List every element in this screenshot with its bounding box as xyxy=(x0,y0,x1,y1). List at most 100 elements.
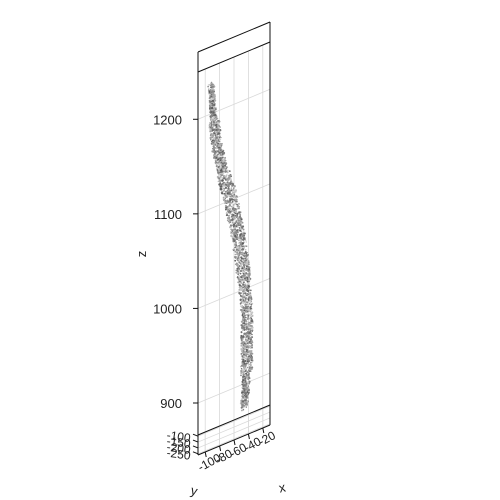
cloud-point xyxy=(243,326,246,329)
cloud-point xyxy=(242,325,245,327)
cloud-point xyxy=(248,308,250,311)
cloud-point xyxy=(249,295,253,298)
point-cloud xyxy=(207,81,254,412)
cloud-point xyxy=(213,107,216,109)
cloud-point xyxy=(247,397,249,399)
cloud-point xyxy=(232,228,235,231)
cloud-point xyxy=(218,179,222,183)
cloud-point xyxy=(242,400,244,403)
cloud-point xyxy=(242,347,245,350)
cloud-point xyxy=(216,169,219,171)
cloud-point xyxy=(226,177,229,180)
cloud-point xyxy=(242,283,245,286)
cloud-point xyxy=(225,160,227,162)
cloud-point xyxy=(210,121,212,123)
cloud-point xyxy=(244,300,248,303)
cloud-point xyxy=(243,389,246,392)
cloud-point xyxy=(244,364,247,367)
cloud-point xyxy=(218,174,220,176)
cloud-point xyxy=(228,189,231,192)
cloud-point xyxy=(218,177,221,180)
cloud-point xyxy=(227,214,230,217)
cloud-point xyxy=(223,168,226,172)
cloud-point xyxy=(242,364,244,367)
cloud-point xyxy=(241,380,244,383)
cloud-point xyxy=(248,279,251,282)
cloud-point xyxy=(242,391,244,393)
cloud-point xyxy=(248,276,250,278)
cloud-point xyxy=(215,157,217,160)
gridline-floor-y xyxy=(197,423,271,455)
cloud-point xyxy=(249,289,252,292)
cloud-point xyxy=(246,394,248,396)
cloud-point xyxy=(250,357,253,360)
cloud-point xyxy=(218,120,221,123)
cloud-point xyxy=(209,122,211,124)
cloud-point xyxy=(223,163,226,166)
cloud-point xyxy=(214,128,216,130)
cloud-point xyxy=(211,123,213,126)
cloud-point xyxy=(208,123,211,126)
cloud-point xyxy=(247,377,250,380)
cloud-point xyxy=(215,163,218,166)
cloud-point xyxy=(250,298,253,300)
cloud-point xyxy=(249,297,251,300)
cloud-point xyxy=(218,151,221,154)
cloud-point xyxy=(233,234,235,236)
cloud-point xyxy=(245,285,248,287)
cloud-point xyxy=(243,259,245,262)
cloud-point xyxy=(245,343,247,345)
cloud-point xyxy=(214,109,217,112)
cloud-point xyxy=(246,400,249,402)
cloud-point xyxy=(241,283,243,285)
cloud-point xyxy=(237,226,239,228)
cloud-point xyxy=(249,298,252,302)
cloud-point xyxy=(214,108,216,110)
z-axis-title: z xyxy=(134,251,149,258)
y-tick-mark xyxy=(192,433,199,437)
cloud-point xyxy=(248,355,251,358)
cloud-point xyxy=(231,200,233,203)
cloud-point xyxy=(213,91,215,93)
cloud-point xyxy=(243,295,245,298)
cloud-point xyxy=(233,199,236,202)
cloud-point xyxy=(238,207,240,210)
cloud-point xyxy=(211,102,213,105)
cloud-point xyxy=(242,350,244,353)
cloud-point xyxy=(223,184,226,187)
cloud-point xyxy=(244,358,246,360)
cloud-point xyxy=(241,244,244,247)
cloud-point xyxy=(243,397,246,400)
cloud-point xyxy=(245,267,248,270)
cloud-point xyxy=(217,180,219,183)
cloud-point xyxy=(235,210,237,212)
cloud-point xyxy=(245,405,248,407)
cloud-point xyxy=(250,339,253,342)
cloud-point xyxy=(214,159,217,162)
cloud-point xyxy=(234,215,236,217)
cloud-point xyxy=(244,321,246,323)
frame-edge xyxy=(197,404,271,436)
cloud-point xyxy=(247,380,250,383)
cloud-point xyxy=(218,165,220,167)
cloud-point xyxy=(246,351,249,354)
cloud-point xyxy=(220,137,222,139)
cloud-point xyxy=(220,158,223,161)
cloud-point xyxy=(230,197,232,199)
cloud-point xyxy=(247,310,249,313)
cloud-point xyxy=(249,357,251,359)
cloud-point xyxy=(214,133,217,136)
cloud-point xyxy=(224,162,228,165)
cloud-point xyxy=(212,135,214,138)
cloud-point xyxy=(226,219,229,221)
cloud-point xyxy=(246,360,249,363)
cloud-point xyxy=(236,225,238,228)
cloud-point xyxy=(248,360,250,362)
cloud-point xyxy=(243,236,245,238)
cloud-point xyxy=(235,233,237,235)
cloud-point xyxy=(231,235,234,238)
cloud-point xyxy=(247,300,249,303)
cloud-point xyxy=(245,353,248,356)
cloud-point xyxy=(215,165,218,168)
cloud-point xyxy=(215,143,218,146)
